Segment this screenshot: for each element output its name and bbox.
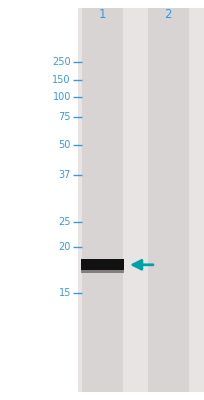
Bar <box>82 8 122 392</box>
Text: 15: 15 <box>58 288 71 298</box>
Text: 37: 37 <box>58 170 71 180</box>
Text: 1: 1 <box>98 8 106 20</box>
Text: 25: 25 <box>58 217 71 227</box>
Text: 2: 2 <box>164 8 171 20</box>
Text: 150: 150 <box>52 75 71 85</box>
Text: 100: 100 <box>52 92 71 102</box>
Text: 20: 20 <box>58 242 71 252</box>
Bar <box>81 259 123 270</box>
Bar <box>78 8 204 392</box>
Bar <box>81 270 123 273</box>
Text: 250: 250 <box>52 57 71 67</box>
Text: 75: 75 <box>58 112 71 122</box>
Bar <box>147 8 188 392</box>
Text: 50: 50 <box>58 140 71 150</box>
